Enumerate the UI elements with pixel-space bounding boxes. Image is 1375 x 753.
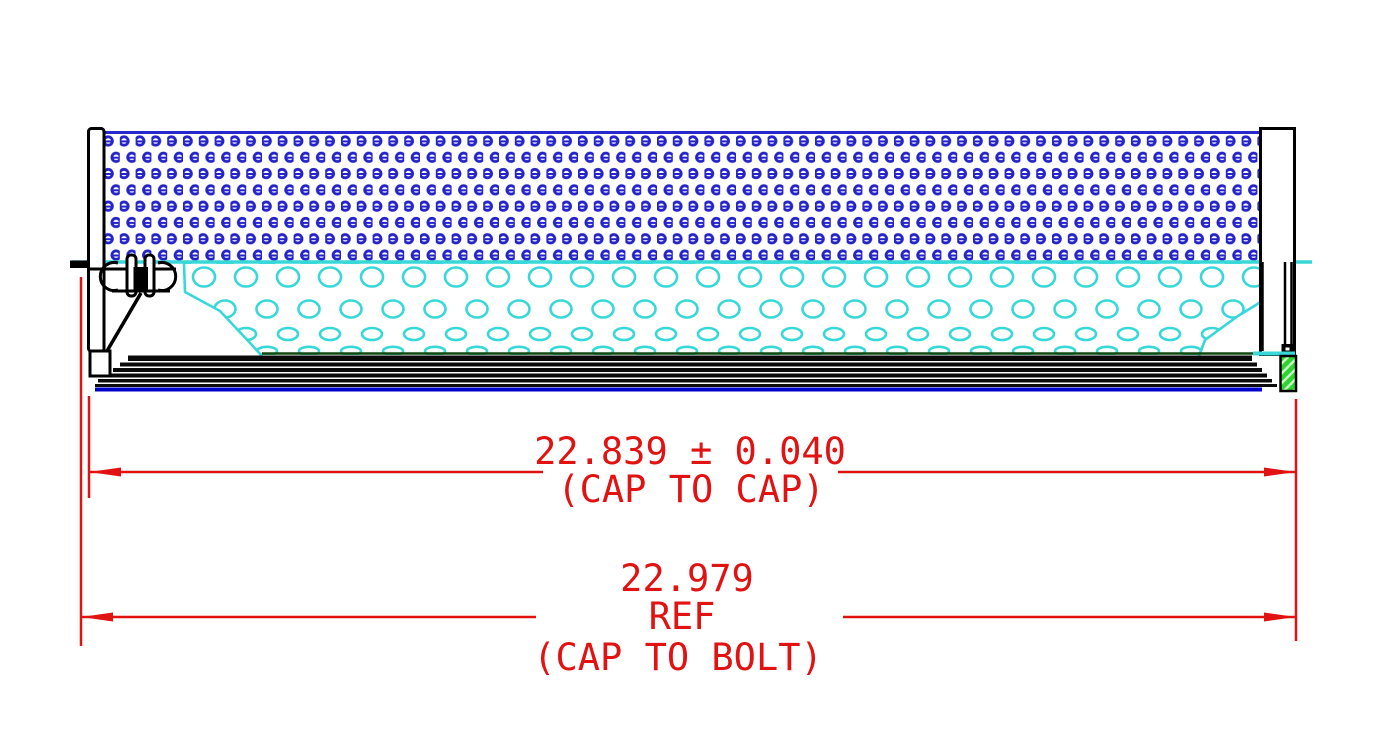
bolt-diagonal-strut bbox=[105, 292, 143, 352]
arrowhead-right bbox=[1264, 612, 1296, 622]
arrowhead-left bbox=[81, 612, 113, 622]
dim-cap-to-cap-label: (CAP TO CAP) bbox=[557, 468, 824, 511]
dim-cap-to-bolt-ref: REF bbox=[649, 595, 716, 638]
core-left-contour bbox=[182, 262, 263, 357]
right-cap-retainer-hole bbox=[1285, 347, 1290, 351]
dimension-annotations bbox=[79, 277, 1298, 646]
bolt-nut bbox=[133, 267, 148, 290]
dimension-arrowheads bbox=[81, 467, 1296, 622]
media-layer bbox=[95, 384, 1277, 387]
media-bottom-seam bbox=[95, 387, 1262, 392]
outer-perforated-shell bbox=[104, 131, 1260, 262]
arrowhead-left bbox=[89, 467, 121, 477]
left-cap-foot bbox=[88, 349, 112, 378]
bolt-left-hook bbox=[98, 261, 119, 292]
dim-cap-to-bolt-value: 22.979 bbox=[620, 557, 754, 600]
outer-shell-perforation-field bbox=[104, 131, 1260, 262]
filter-media-band bbox=[95, 352, 1277, 392]
dim-cap-to-cap-value: 22.839 ± 0.040 bbox=[534, 430, 846, 473]
media-layer bbox=[98, 379, 1272, 383]
dim-cap-to-bolt-label: (CAP TO BOLT) bbox=[533, 636, 823, 679]
dimension-text: 22.839 ± 0.040 (CAP TO CAP) 22.979 REF (… bbox=[533, 430, 846, 679]
gasket-green bbox=[1279, 354, 1298, 393]
media-layer bbox=[113, 368, 1262, 372]
media-layer bbox=[105, 373, 1267, 378]
media-layer bbox=[128, 355, 1252, 361]
right-end-cap bbox=[1253, 127, 1298, 393]
arrowhead-right bbox=[1264, 467, 1296, 477]
bolt-end-nub bbox=[70, 260, 88, 268]
bolt-right-hook bbox=[157, 261, 178, 292]
inner-perforated-core bbox=[182, 262, 1283, 357]
media-layer bbox=[120, 362, 1257, 367]
core-perforation-field bbox=[184, 263, 1281, 356]
left-end-cap bbox=[87, 127, 112, 378]
right-cap-plate bbox=[1259, 127, 1296, 356]
bolt-assembly bbox=[70, 253, 178, 352]
left-cap-plate bbox=[87, 127, 106, 353]
